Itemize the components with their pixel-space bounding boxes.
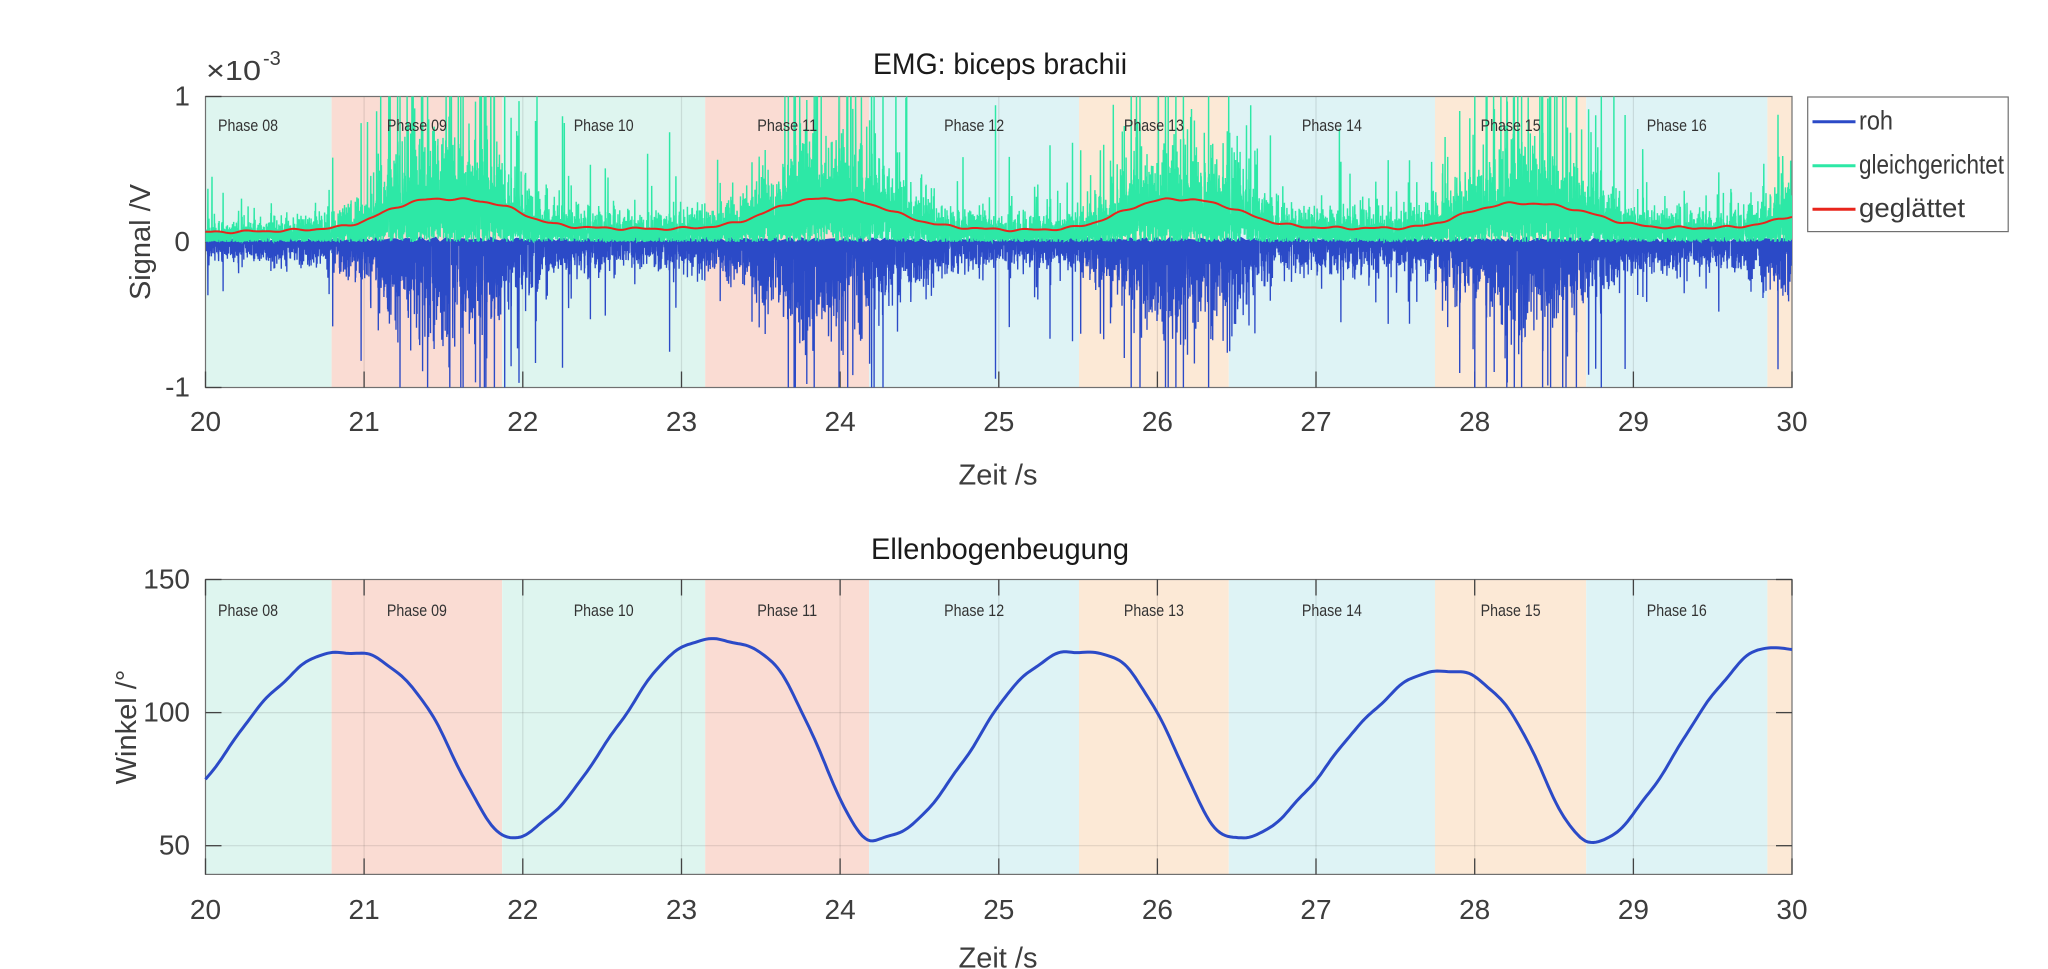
svg-text:1: 1	[174, 81, 190, 112]
svg-text:22: 22	[507, 894, 538, 925]
svg-text:Phase 10: Phase 10	[574, 601, 634, 620]
svg-text:Phase 15: Phase 15	[1481, 601, 1541, 620]
svg-text:23: 23	[666, 406, 697, 437]
svg-text:EMG: biceps brachii: EMG: biceps brachii	[873, 48, 1127, 81]
svg-text:150: 150	[143, 564, 190, 595]
svg-text:21: 21	[349, 894, 380, 925]
svg-text:Phase 08: Phase 08	[218, 601, 278, 620]
svg-text:25: 25	[983, 406, 1014, 437]
svg-text:Phase 15: Phase 15	[1481, 116, 1541, 135]
svg-text:50: 50	[159, 830, 190, 861]
svg-text:Winkel /°: Winkel /°	[111, 670, 143, 785]
svg-text:21: 21	[349, 406, 380, 437]
svg-text:25: 25	[983, 894, 1014, 925]
svg-text:geglättet: geglättet	[1859, 193, 1965, 223]
svg-text:Ellenbogenbeugung: Ellenbogenbeugung	[871, 533, 1129, 566]
svg-text:26: 26	[1142, 406, 1173, 437]
svg-text:×10: ×10	[206, 55, 261, 86]
svg-text:28: 28	[1459, 894, 1490, 925]
svg-text:Phase 14: Phase 14	[1302, 116, 1362, 135]
svg-text:Zeit /s: Zeit /s	[959, 460, 1038, 492]
svg-text:Phase 14: Phase 14	[1302, 601, 1362, 620]
svg-text:100: 100	[143, 697, 190, 728]
svg-text:22: 22	[507, 406, 538, 437]
svg-text:30: 30	[1776, 894, 1807, 925]
svg-text:29: 29	[1618, 894, 1649, 925]
svg-text:Zeit /s: Zeit /s	[959, 943, 1038, 969]
svg-text:Phase 11: Phase 11	[757, 601, 817, 620]
svg-text:-3: -3	[263, 48, 281, 70]
svg-text:Phase 11: Phase 11	[757, 116, 817, 135]
svg-text:Phase 12: Phase 12	[944, 116, 1004, 135]
svg-text:20: 20	[190, 894, 221, 925]
svg-text:Phase 10: Phase 10	[574, 116, 634, 135]
svg-text:28: 28	[1459, 406, 1490, 437]
svg-text:20: 20	[190, 406, 221, 437]
svg-text:26: 26	[1142, 894, 1173, 925]
svg-text:Phase 09: Phase 09	[387, 601, 447, 620]
svg-text:roh: roh	[1859, 106, 1893, 136]
svg-text:30: 30	[1776, 406, 1807, 437]
svg-text:24: 24	[825, 406, 856, 437]
svg-text:Phase 13: Phase 13	[1124, 601, 1184, 620]
svg-text:27: 27	[1300, 894, 1331, 925]
svg-text:Phase 09: Phase 09	[387, 116, 447, 135]
svg-text:gleichgerichtet: gleichgerichtet	[1859, 150, 2004, 180]
svg-text:23: 23	[666, 894, 697, 925]
svg-text:27: 27	[1300, 406, 1331, 437]
svg-text:-1: -1	[165, 372, 190, 403]
svg-text:Phase 16: Phase 16	[1647, 116, 1707, 135]
svg-text:Signal /V: Signal /V	[125, 183, 157, 300]
svg-text:24: 24	[825, 894, 856, 925]
svg-text:0: 0	[174, 226, 190, 257]
svg-text:Phase 13: Phase 13	[1124, 116, 1184, 135]
svg-text:29: 29	[1618, 406, 1649, 437]
svg-text:Phase 16: Phase 16	[1647, 601, 1707, 620]
svg-text:Phase 12: Phase 12	[944, 601, 1004, 620]
svg-text:Phase 08: Phase 08	[218, 116, 278, 135]
